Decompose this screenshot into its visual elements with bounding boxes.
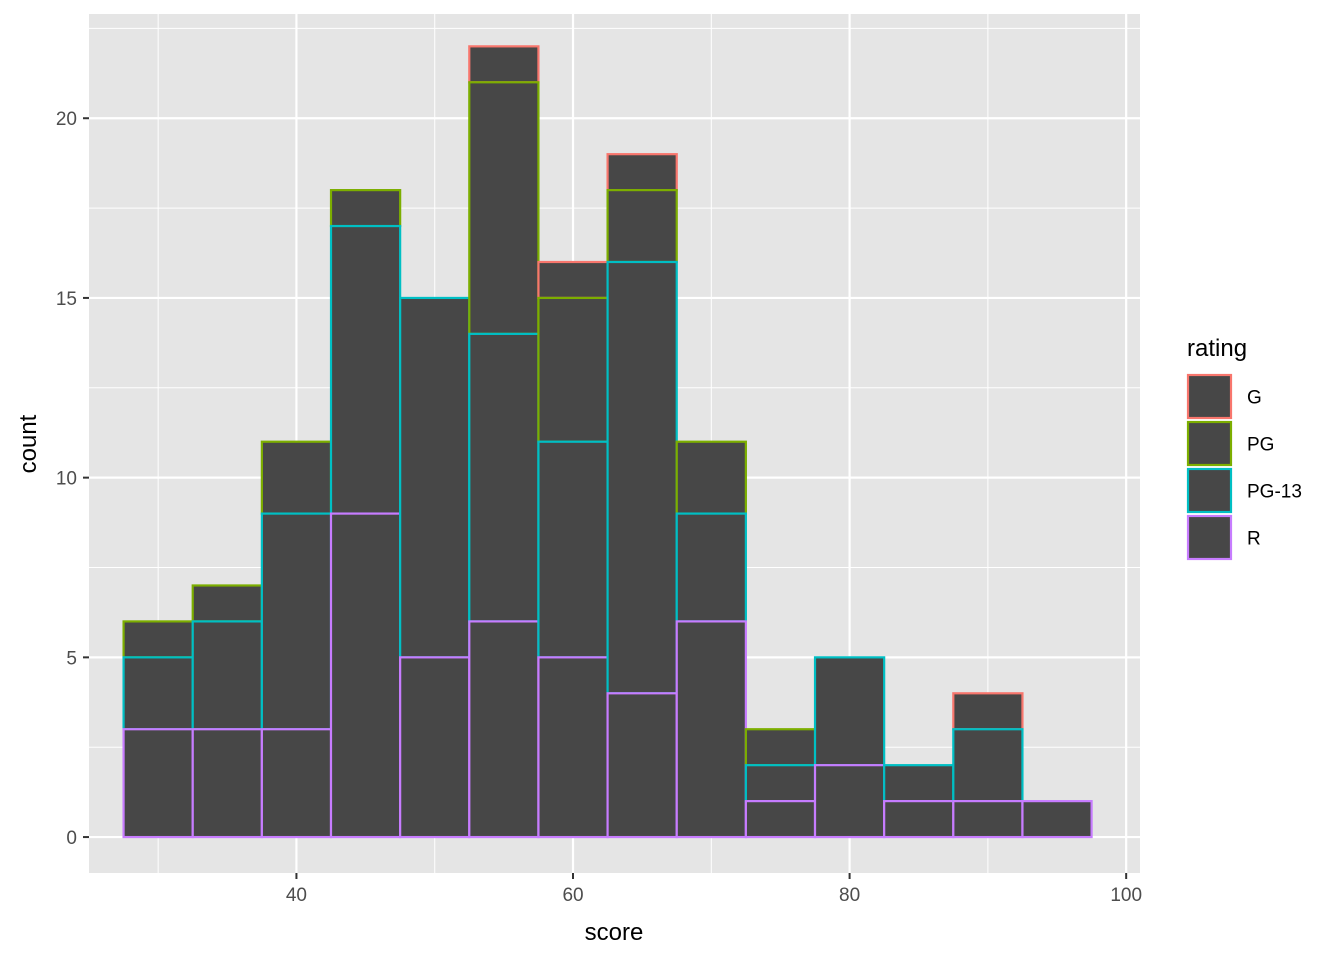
- histogram-bar-pg: [675, 440, 747, 515]
- legend-key-g: [1186, 373, 1233, 420]
- x-axis: 40 60 80 100: [286, 873, 1142, 906]
- histogram-bar-pg-13: [122, 656, 194, 731]
- legend-label: G: [1247, 388, 1262, 409]
- legend-label: PG: [1247, 435, 1274, 456]
- histogram-bar-pg: [468, 81, 540, 335]
- histogram-bar-pg-13: [883, 764, 955, 803]
- histogram-bar-pg-13: [675, 512, 747, 623]
- histogram-bar-pg: [537, 296, 609, 443]
- histogram-bar-g: [537, 260, 609, 300]
- legend-label: PG-13: [1247, 482, 1302, 503]
- y-axis-title: count: [15, 414, 42, 473]
- histogram-bar-g: [952, 692, 1024, 731]
- histogram-bar-r: [744, 800, 817, 839]
- legend-title: rating: [1187, 335, 1247, 362]
- histogram-bar-r: [260, 728, 333, 839]
- y-tick-label: 15: [56, 289, 77, 310]
- y-tick-label: 10: [56, 469, 77, 490]
- histogram-bar-r: [883, 800, 955, 839]
- histogram-bar-pg-13: [399, 296, 471, 659]
- histogram-bar-pg-13: [468, 332, 540, 623]
- histogram-bar-r: [1021, 800, 1093, 839]
- legend-key-pg: [1186, 420, 1233, 467]
- y-axis: 0 5 10 15 20: [56, 109, 89, 849]
- y-tick-label: 5: [66, 648, 77, 669]
- bars-layer: [122, 45, 1093, 839]
- histogram-bar-pg-13: [191, 620, 263, 731]
- histogram-bar-r: [122, 728, 194, 839]
- histogram-bar-r: [675, 620, 747, 839]
- histogram-bar-pg: [329, 189, 402, 228]
- histogram-bar-r: [952, 800, 1024, 839]
- histogram-bar-r: [468, 620, 540, 839]
- x-tick-label: 60: [562, 885, 583, 906]
- legend: rating G PG PG-13 R: [1186, 335, 1302, 561]
- histogram-bar-pg-13: [537, 440, 609, 659]
- legend-key-r: [1186, 514, 1233, 561]
- histogram-bar-r: [191, 728, 263, 839]
- histogram-bar-pg: [744, 728, 817, 767]
- histogram-bar-pg-13: [744, 764, 817, 803]
- x-axis-title: score: [585, 919, 644, 946]
- x-tick-label: 80: [839, 885, 860, 906]
- histogram-bar-r: [606, 692, 678, 839]
- histogram-bar-pg-13: [952, 728, 1024, 803]
- histogram-bar-pg-13: [260, 512, 333, 731]
- histogram-bar-pg-13: [606, 260, 678, 695]
- y-tick-label: 0: [66, 828, 77, 849]
- legend-label: R: [1247, 529, 1261, 550]
- histogram-bar-r: [537, 656, 609, 839]
- y-tick-label: 20: [56, 109, 77, 130]
- histogram-bar-r: [399, 656, 471, 839]
- histogram-bar-pg: [606, 189, 678, 264]
- histogram-bar-pg: [260, 440, 333, 515]
- histogram-bar-r: [813, 764, 886, 839]
- histogram-bar-g: [468, 45, 540, 84]
- x-tick-label: 40: [286, 885, 307, 906]
- x-tick-label: 100: [1110, 885, 1142, 906]
- histogram-bar-r: [329, 512, 402, 839]
- histogram-bar-pg-13: [813, 656, 886, 767]
- legend-key-pg-13: [1186, 467, 1233, 514]
- histogram-bar-pg: [191, 584, 263, 623]
- histogram-bar-g: [606, 153, 678, 192]
- histogram-bar-pg-13: [329, 224, 402, 515]
- histogram-bar-pg: [122, 620, 194, 659]
